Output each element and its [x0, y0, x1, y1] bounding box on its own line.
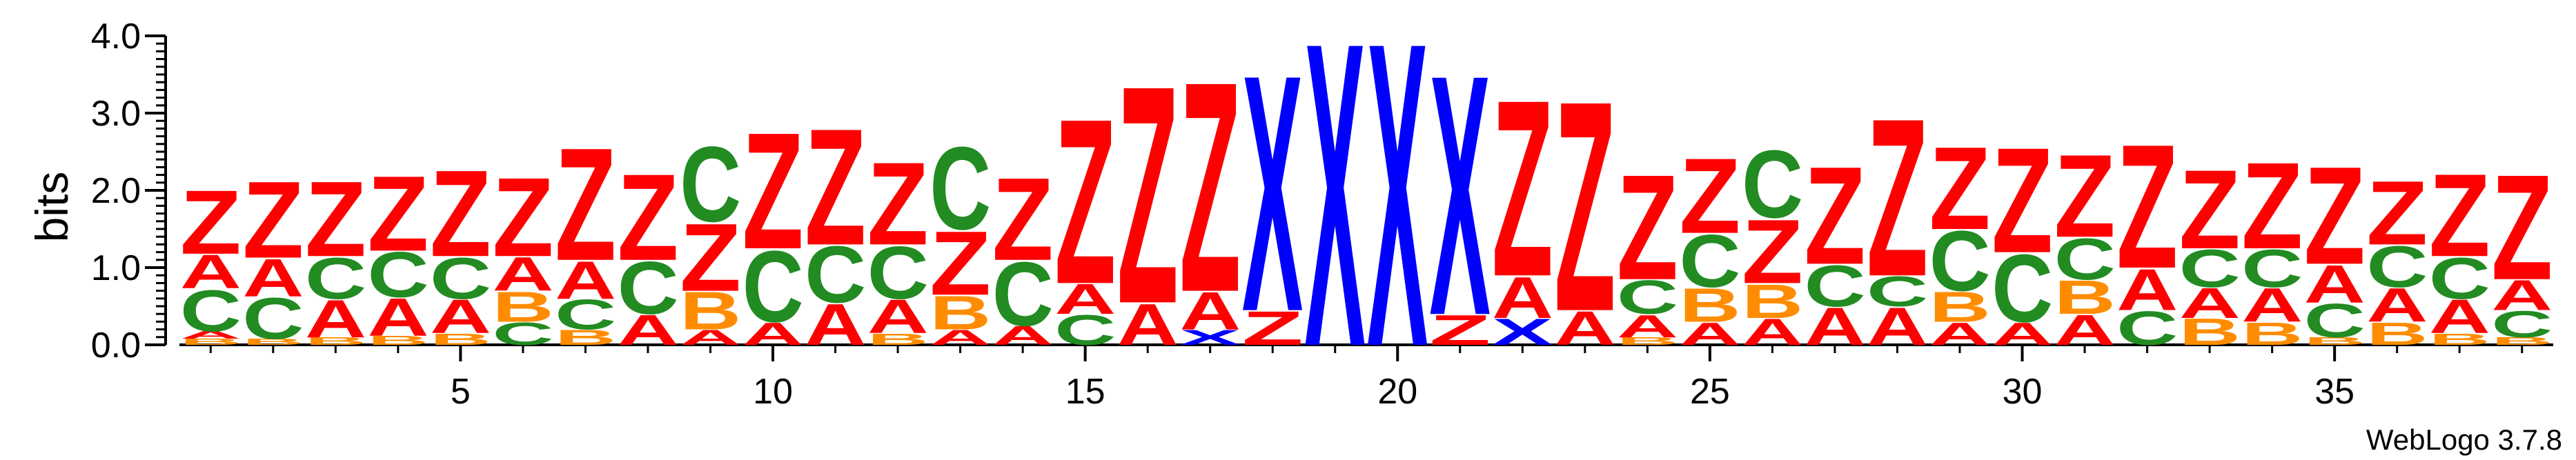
logo-letter: Z [2054, 130, 2116, 262]
logo-stack: CBAZ [493, 154, 554, 352]
logo-letter: Z [867, 137, 929, 270]
logo-stack: ACZ [1992, 117, 2053, 352]
logo-stack: ACZ [618, 148, 679, 354]
logo-letter: Z [242, 159, 304, 281]
logo-stack: ACZ [992, 153, 1054, 351]
logo-letter: Z [430, 144, 491, 283]
logo-letter: Z [1179, 19, 1241, 354]
logo-letter: X [1367, 0, 1428, 437]
logo-stack: BACZ [305, 159, 366, 349]
logo-letter: Z [2179, 146, 2241, 272]
logo-stack: X [1304, 0, 1366, 437]
logo-letter: X [1429, 4, 1491, 388]
logo-letter: Z [992, 153, 1054, 286]
logo-letter: Z [2304, 139, 2366, 294]
logo-stack: ACZ [1805, 139, 1866, 357]
logo-stack: ACZ [743, 99, 804, 352]
logo-letter: Z [180, 172, 242, 273]
logo-letter: Z [555, 115, 616, 294]
logo-letter: C [680, 124, 741, 244]
logo-letter: Z [1992, 117, 2053, 284]
logo-stack: CAZ [1054, 70, 1116, 354]
logo-stack: XAZ [1492, 47, 1553, 353]
logo-stack: BCAZ [555, 115, 616, 350]
logo-letter: Z [1617, 143, 1678, 311]
y-axis: 0.0 1.0 2.0 3.0 4.0 [91, 17, 166, 366]
logo-stack: ABCZ [1929, 122, 1991, 352]
logo-letter: Z [2429, 149, 2490, 281]
y-tick-label: 1.0 [91, 248, 141, 288]
logo-stack: BACZ [867, 137, 929, 348]
logo-letter: Z [1680, 136, 1741, 256]
logo-letter: Z [618, 148, 679, 286]
logo-letter: Z [2241, 137, 2303, 275]
y-axis-title: bits [26, 172, 77, 243]
logo-letter: Z [305, 159, 366, 279]
logo-letter: Z [1929, 122, 1991, 254]
y-tick-label: 3.0 [91, 94, 141, 134]
logo-letter: Z [493, 154, 554, 280]
logo-letter: Z [1117, 22, 1179, 369]
logo-stack: XAZ [1179, 19, 1241, 354]
logo-stack: BCAZ [2491, 143, 2553, 347]
logo-letter: Z [1867, 71, 1928, 323]
logo-letter: Z [805, 95, 866, 281]
logo-stack: ABZC [1742, 130, 1803, 353]
logo-letter: Z [367, 154, 429, 274]
logo-stack: AZ [1554, 38, 1615, 374]
logo-letter: Z [1805, 139, 1866, 294]
x-tick-label: 5 [451, 372, 471, 412]
x-tick-label: 35 [2314, 372, 2354, 412]
logo-letter: Z [1054, 70, 1116, 334]
logo-stack: BACZ [1617, 143, 1678, 347]
y-tick-label: 4.0 [91, 17, 141, 57]
logo-letter: X [1242, 5, 1304, 382]
y-tick-label: 0.0 [91, 326, 141, 366]
x-tick-label: 15 [1065, 372, 1105, 412]
logo-stacks: BACAZBCAZBACZBACZBACZCBAZBCAZACZABZCACZA… [180, 0, 2553, 437]
logo-letter: X [1304, 0, 1366, 437]
logo-stack: ACZ [805, 95, 866, 358]
logo-letter: C [1742, 130, 1803, 238]
logo-letter: Z [1492, 47, 1553, 329]
logo-letter: Z [2491, 143, 2553, 311]
x-tick-label: 10 [753, 372, 793, 412]
logo-stack: X [1367, 0, 1428, 437]
y-tick-label: 2.0 [91, 171, 141, 211]
logo-stack: ZX [1242, 5, 1304, 382]
logo-letter: Z [743, 99, 804, 284]
x-tick-label: 30 [2003, 372, 2043, 412]
logo-letter: C [930, 122, 991, 254]
logo-stack: BCAZ [242, 159, 304, 352]
logo-letter: Z [2116, 108, 2178, 306]
logo-stack: CAZ [2116, 108, 2178, 356]
logo-stack: ZX [1429, 4, 1491, 388]
x-tick-label: 25 [1690, 372, 1730, 412]
logo-stack: ACZ [1867, 71, 1928, 356]
logo-letter: Z [2366, 162, 2428, 263]
logo-letter: Z [1554, 38, 1615, 374]
logo-stack: AZ [1117, 22, 1179, 369]
weblogo-credit: WebLogo 3.7.8 [2366, 423, 2562, 456]
